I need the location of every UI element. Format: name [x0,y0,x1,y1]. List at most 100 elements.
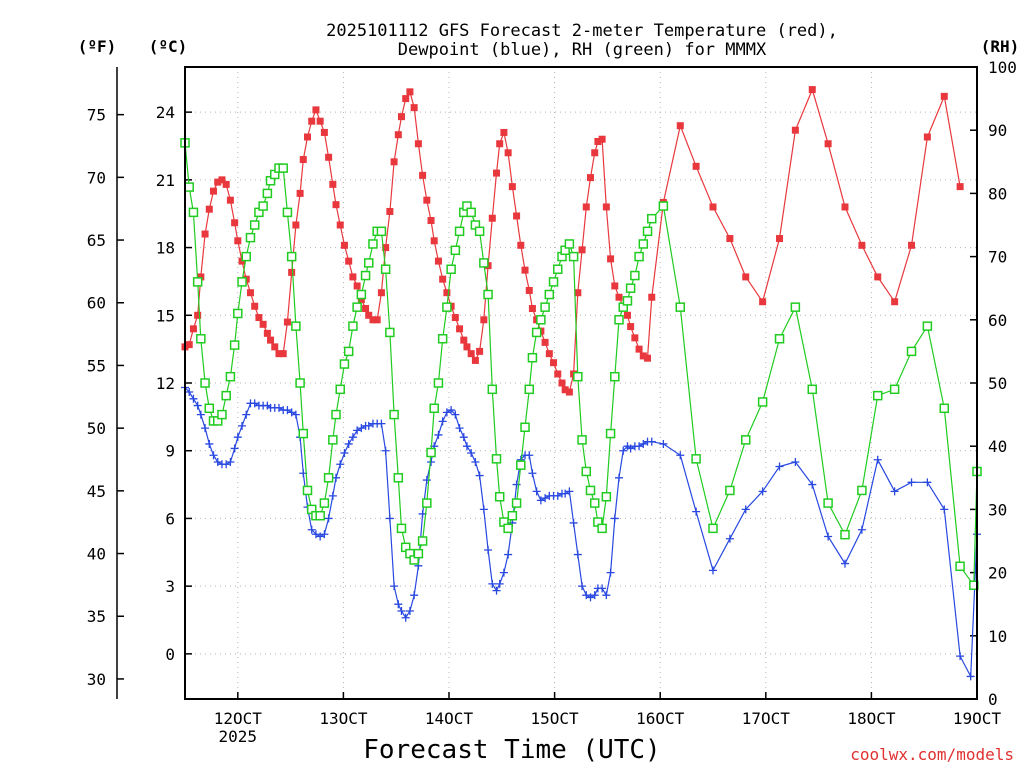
rh-unit-label: (RH) [981,37,1020,56]
rh-point [360,270,371,281]
rh-tick-label: 20 [988,564,1007,583]
rh-point [544,289,555,300]
2-meter-temperature-point [397,113,405,121]
dewpoint-point [250,399,259,408]
rh-tick-label: 100 [988,58,1017,77]
dewpoint-point [193,401,202,410]
2-meter-temperature-point [467,350,475,358]
dewpoint-point [196,410,205,419]
2-meter-temperature-point [545,350,553,358]
dewpoint-point [451,410,460,419]
rh-point [922,321,933,331]
dewpoint-point [536,496,545,505]
2-meter-temperature-point [561,386,569,394]
rh-point [422,498,432,508]
2-meter-temperature-point [222,180,230,188]
dewpoint-point [353,426,362,435]
chart-subtitle: Dewpoint (blue), RH (green) for MMMX [398,40,767,60]
2-meter-temperature-point [554,370,562,378]
2-meter-temperature-point [362,305,370,313]
rh-point [605,428,616,439]
2-meter-temperature-point [602,203,610,211]
dewpoint-point [565,487,574,496]
time-tick-year: 2025 [219,727,258,746]
time-tick-label: 19OCT [953,709,1002,728]
rh-tick-label: 30 [988,500,1007,519]
2-meter-temperature-point [500,128,508,136]
dewpoint-point [602,591,611,600]
dewpoint-point [676,451,685,460]
2-meter-temperature-point [676,122,684,130]
rh-tick-label: 60 [988,311,1007,330]
2-meter-temperature-point [594,137,602,145]
fahrenheit-tick-label: 70 [87,168,106,187]
rh-point [840,529,850,540]
rh-point [573,371,583,382]
dewpoint-point [462,442,471,451]
2-meter-temperature-point [394,131,402,139]
rh-point [553,264,563,274]
rh-point [691,454,701,464]
dewpoint-point [394,600,403,609]
2-meter-temperature-point [463,343,471,351]
dewpoint-point [475,471,484,480]
dewpoint-point [471,458,480,466]
dewpoint-point [316,532,325,541]
dewpoint-point [274,403,283,412]
rh-point [622,296,633,306]
dewpoint-point [956,652,965,661]
dewpoint-point [447,406,456,415]
time-tick-label: 16OCT [636,709,685,728]
2-meter-temperature-point [521,266,529,274]
rh-point [295,378,305,388]
2-meter-temperature-point [759,298,767,306]
dewpoint-point [619,446,628,455]
dewpoint-point [775,462,784,471]
2-meter-temperature-point [271,343,279,351]
dewpoint-point [598,584,607,593]
dewpoint-point [348,433,357,442]
2-meter-temperature-point [631,334,639,342]
2-meter-temperature-point [517,241,525,249]
dewpoint-point [541,494,550,503]
2-meter-temperature-point [255,314,263,322]
rh-point [229,340,240,350]
2-meter-temperature-point [308,117,316,125]
rh-point [437,334,448,344]
rh-point [241,251,251,262]
rh-point [658,201,669,211]
dewpoint-point [758,487,767,496]
rh-point [343,346,354,357]
dewpoint-point [615,473,624,482]
2-meter-temperature-point [504,149,512,157]
rh-tick-label: 10 [988,627,1007,646]
rh-point [339,359,350,369]
rh-point [790,302,801,312]
celsius-tick-label: 0 [165,645,175,664]
dewpoint-point [488,579,497,588]
dewpoint-point [455,424,464,433]
rh-point [939,403,950,414]
2-meter-temperature-point [891,298,899,306]
dewpoint-point [890,487,899,496]
celsius-tick-label: 15 [156,306,175,325]
dewpoint-point [532,487,541,496]
fahrenheit-tick-label: 75 [87,106,106,125]
time-tick-label: 13OCT [319,709,368,728]
2-meter-temperature-point [234,237,242,245]
rh-point [531,327,542,338]
rh-point [708,523,718,534]
rh-point [442,302,452,312]
time-tick-label: 14OCT [425,709,474,728]
2-meter-temperature-point [776,235,784,243]
rh-tick-label: 80 [988,184,1007,203]
dewpoint-point [966,672,975,681]
2-meter-temperature-point [218,176,226,184]
rh-point [647,213,657,224]
dewpoint-point [442,408,451,417]
2-meter-temperature-point [841,203,849,211]
fahrenheit-tick-label: 40 [87,545,106,564]
dewpoint-point [873,455,882,464]
rh-point [520,422,530,432]
dewpoint-point [238,421,247,430]
